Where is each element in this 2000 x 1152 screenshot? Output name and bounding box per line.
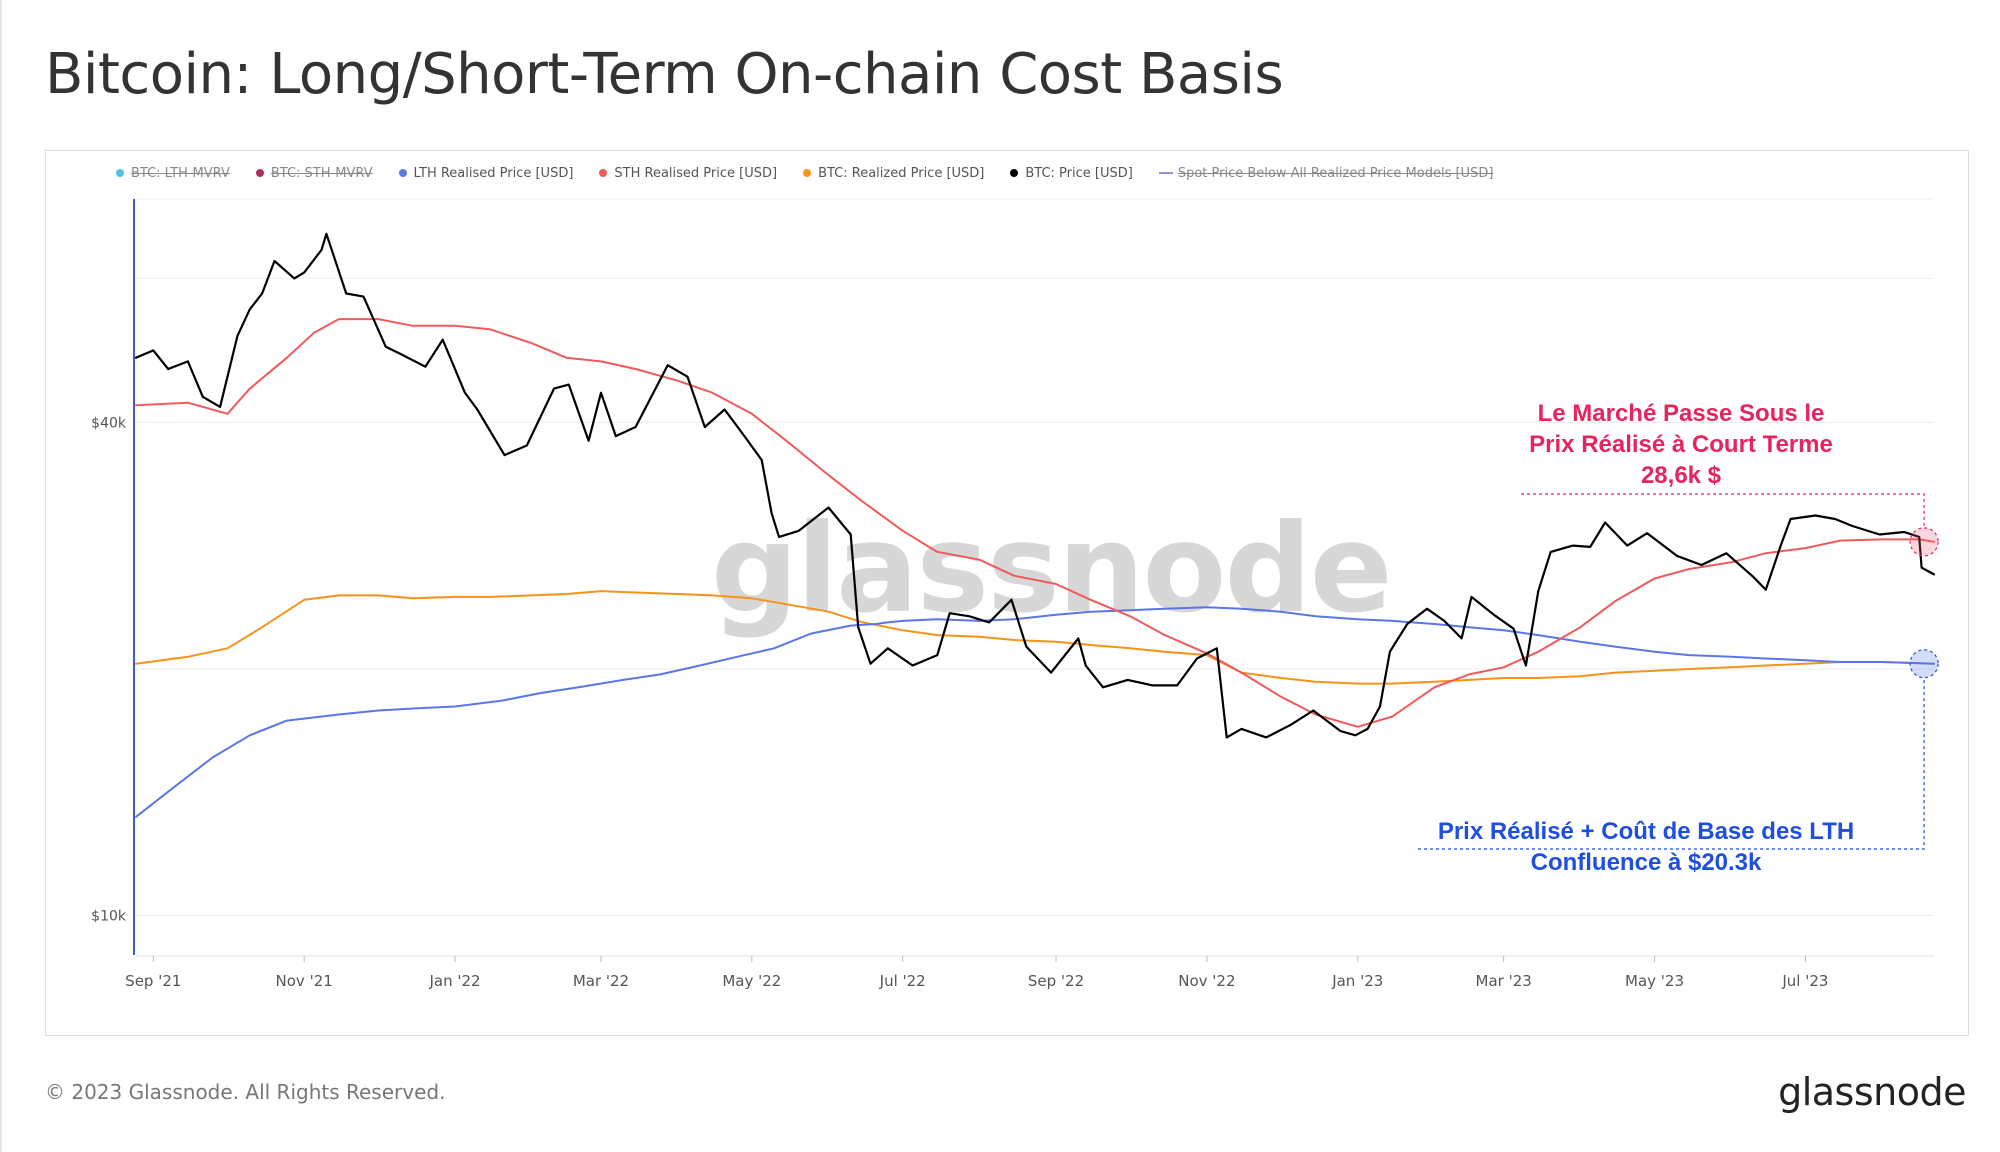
- legend-label: LTH Realised Price [USD]: [413, 165, 574, 181]
- x-tick-label: Sep '21: [125, 972, 181, 990]
- legend-label: Spot Price Below All Realized Price Mode…: [1177, 165, 1494, 181]
- legend-dot-icon: [116, 169, 124, 177]
- x-tick-label: May '22: [722, 972, 781, 990]
- series-line-btc-price-usd: [134, 232, 1936, 739]
- legend-item[interactable]: Spot Price Below All Realized Price Mode…: [1158, 165, 1494, 181]
- legend-label: BTC: Realized Price [USD]: [818, 165, 985, 181]
- legend-item[interactable]: BTC: LTH-MVRV: [116, 166, 230, 181]
- legend-item[interactable]: LTH Realised Price [USD]: [398, 165, 574, 181]
- legend-dot-icon: [1010, 169, 1019, 177]
- annotation-sth: Le Marché Passe Sous le Prix Réalisé à Co…: [1521, 400, 1925, 528]
- left-edge-rule: [0, 0, 2, 1152]
- chart-frame: BTC: LTH-MVRV BTC: STH-MVRV LTH Realised P…: [45, 150, 1969, 1036]
- annotation-sth-connector: [1521, 493, 1925, 528]
- annotation-lth-line: Confluence à $20.3k: [1531, 849, 1762, 876]
- x-tick-label: Mar '22: [573, 972, 629, 990]
- grid-lines: [136, 198, 1934, 917]
- y-tick-label: $40k: [91, 416, 127, 432]
- annotation-sth-line: Le Marché Passe Sous le: [1538, 400, 1825, 427]
- legend-dot-icon: [398, 169, 407, 177]
- x-tick-label: Mar '23: [1476, 972, 1532, 990]
- legend-dot-icon: [803, 169, 812, 177]
- annotation-lth-line: Prix Réalisé + Coût de Base des LTH: [1438, 818, 1854, 845]
- series-line-sth-realised-price-usd: [135, 318, 1935, 728]
- annotation-sth-line: 28,6k $: [1641, 462, 1722, 489]
- x-tick-label: Jan '22: [428, 972, 480, 990]
- watermark: glassnode: [711, 498, 1390, 640]
- page-title: Bitcoin: Long/Short-Term On-chain Cost B…: [45, 42, 1284, 107]
- x-tick-label: Jul '22: [879, 972, 926, 990]
- annotation-marker-sth: [1909, 527, 1939, 557]
- x-tick-label: Nov '22: [1178, 972, 1235, 990]
- x-tick-label: May '23: [1625, 972, 1684, 990]
- copyright-notice: © 2023 Glassnode. All Rights Reserved.: [45, 1080, 446, 1104]
- legend-item[interactable]: BTC: Price [USD]: [1010, 165, 1133, 181]
- legend-label: BTC: STH-MVRV: [270, 165, 373, 181]
- series-line-btc-realized-price-usd: [135, 590, 1935, 685]
- legend-label: STH Realised Price [USD]: [614, 165, 778, 181]
- legend-item[interactable]: BTC: STH-MVRV: [255, 165, 373, 181]
- annotation-lth-connector: [1418, 677, 1925, 850]
- legend-line-icon: [1158, 172, 1173, 174]
- annotation-sth-line: Prix Réalisé à Court Terme: [1529, 431, 1833, 458]
- legend-dot-icon: [599, 169, 608, 177]
- x-tick-label: Jul '23: [1781, 972, 1828, 990]
- x-tick-label: Jan '23: [1331, 972, 1383, 990]
- chart-legend: BTC: LTH-MVRV BTC: STH-MVRV LTH Realised P…: [116, 163, 1519, 183]
- y-tick-label: $10k: [91, 909, 127, 925]
- legend-item[interactable]: STH Realised Price [USD]: [599, 166, 777, 181]
- annotation-lth: Prix Réalisé + Coût de Base des LTH Confl…: [1418, 677, 1925, 876]
- legend-label: BTC: LTH-MVRV: [131, 165, 230, 181]
- series-line-lth-realised-price-usd: [135, 606, 1935, 818]
- legend-item[interactable]: BTC: Realized Price [USD]: [803, 166, 984, 181]
- glassnode-logo[interactable]: glassnode: [1778, 1070, 1966, 1114]
- legend-dot-icon: [255, 169, 264, 177]
- legend-label: BTC: Price [USD]: [1025, 165, 1133, 181]
- chart-svg: glassnode $10k $40k Sep '21 Nov '21 Jan '22 Ma…: [91, 198, 1939, 990]
- x-tick-label: Nov '21: [276, 972, 333, 990]
- annotation-marker-lth: [1909, 649, 1939, 679]
- x-tick-label: Sep '22: [1028, 972, 1084, 990]
